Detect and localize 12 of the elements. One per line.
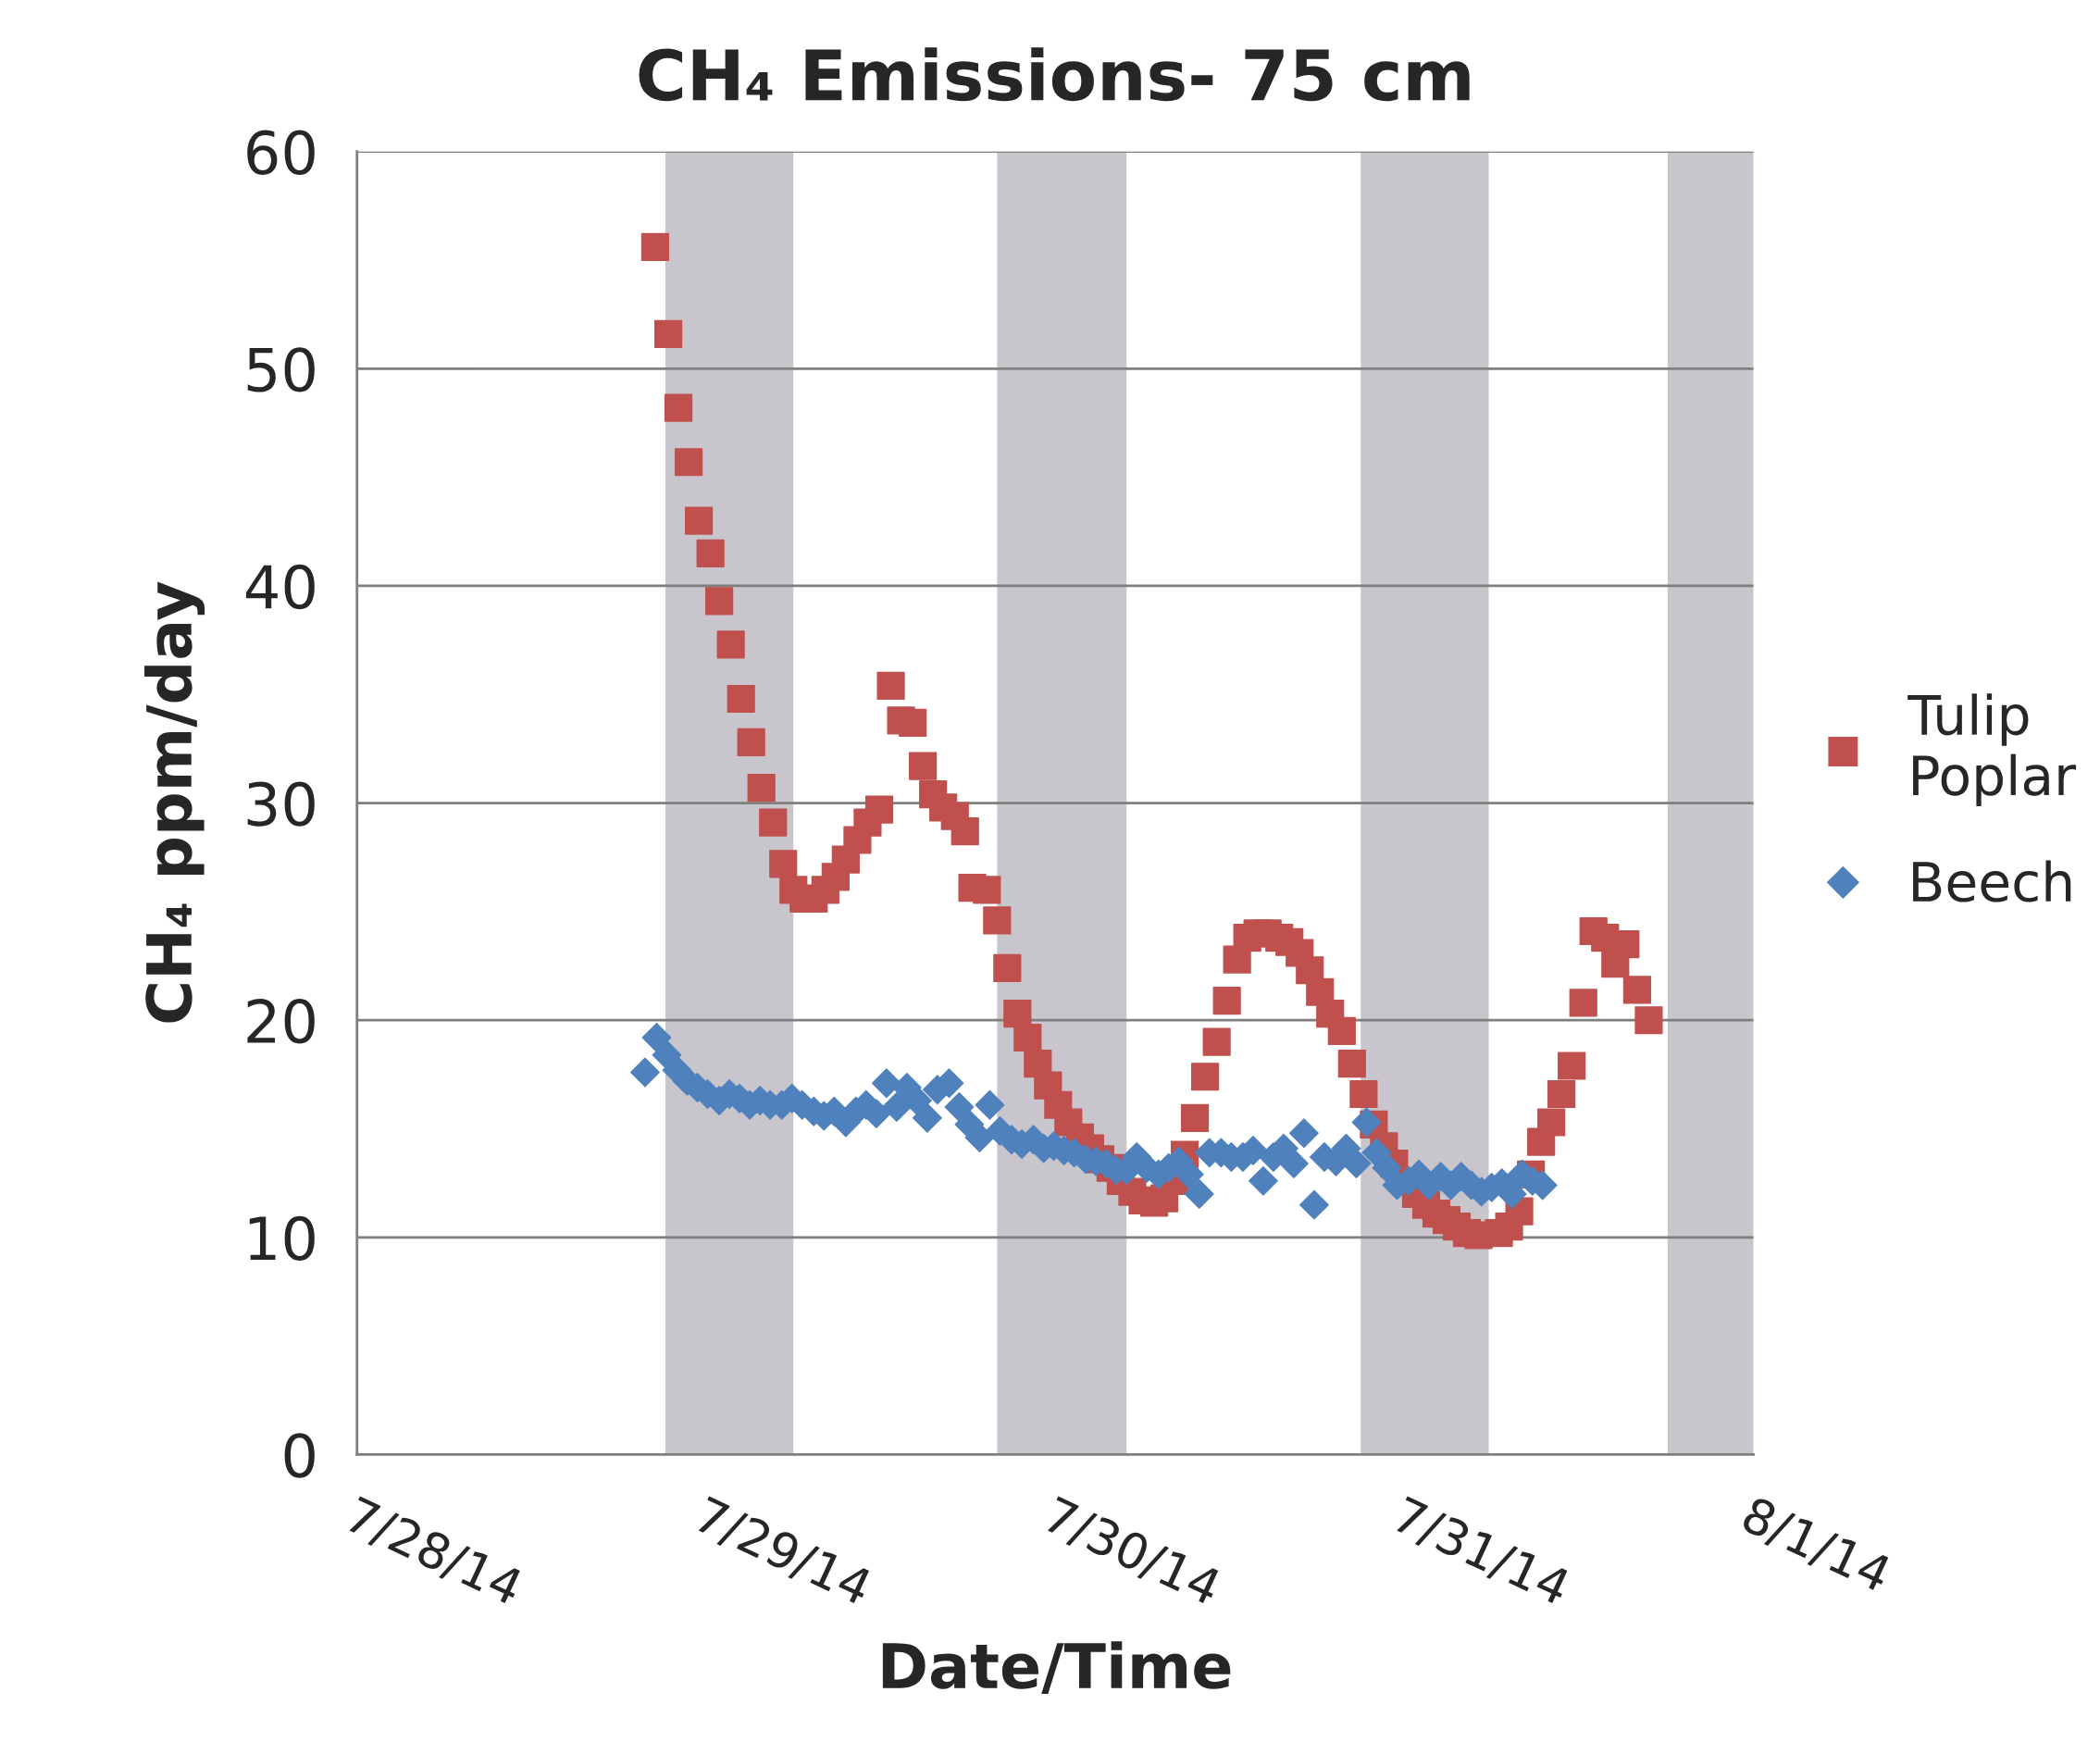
chart-title: CH₄ Emissions- 75 cm: [639, 47, 1470, 102]
x-axis-title: Date/Time: [882, 1641, 1231, 1695]
y-tick-label: 30: [247, 781, 315, 827]
y-axis-title: CH₄ ppm/day: [144, 581, 205, 1023]
y-tick-label: 10: [249, 1215, 315, 1262]
y-tick-label: 40: [245, 564, 315, 610]
legend-label: Beech: [1913, 860, 2071, 902]
y-tick-label: 20: [247, 999, 315, 1044]
y-tick-label: 0: [284, 1433, 315, 1478]
y-tick-label: 50: [247, 347, 315, 392]
legend-label: Tulip Poplar: [1907, 693, 2077, 807]
y-tick-label: 60: [247, 130, 315, 175]
